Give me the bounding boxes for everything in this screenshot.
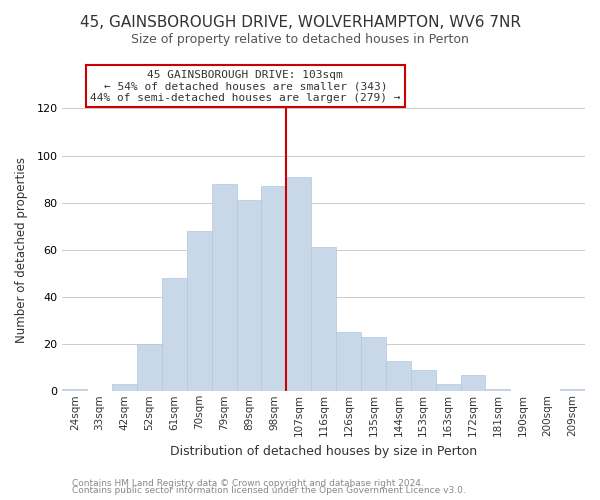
Bar <box>137 344 162 392</box>
Text: 45, GAINSBOROUGH DRIVE, WOLVERHAMPTON, WV6 7NR: 45, GAINSBOROUGH DRIVE, WOLVERHAMPTON, W… <box>79 15 521 30</box>
Bar <box>461 375 485 392</box>
X-axis label: Distribution of detached houses by size in Perton: Distribution of detached houses by size … <box>170 444 477 458</box>
Bar <box>485 389 511 392</box>
Bar <box>286 177 311 392</box>
Bar <box>560 389 585 392</box>
Bar <box>411 370 436 392</box>
Bar <box>436 384 461 392</box>
Bar <box>187 231 212 392</box>
Bar <box>311 248 336 392</box>
Bar <box>336 332 361 392</box>
Bar <box>386 360 411 392</box>
Bar <box>62 389 87 392</box>
Text: 45 GAINSBOROUGH DRIVE: 103sqm
← 54% of detached houses are smaller (343)
44% of : 45 GAINSBOROUGH DRIVE: 103sqm ← 54% of d… <box>90 70 401 102</box>
Bar <box>162 278 187 392</box>
Bar <box>212 184 236 392</box>
Text: Size of property relative to detached houses in Perton: Size of property relative to detached ho… <box>131 32 469 46</box>
Text: Contains public sector information licensed under the Open Government Licence v3: Contains public sector information licen… <box>72 486 466 495</box>
Bar <box>112 384 137 392</box>
Bar <box>361 337 386 392</box>
Bar <box>236 200 262 392</box>
Y-axis label: Number of detached properties: Number of detached properties <box>15 157 28 343</box>
Bar <box>262 186 286 392</box>
Text: Contains HM Land Registry data © Crown copyright and database right 2024.: Contains HM Land Registry data © Crown c… <box>72 478 424 488</box>
